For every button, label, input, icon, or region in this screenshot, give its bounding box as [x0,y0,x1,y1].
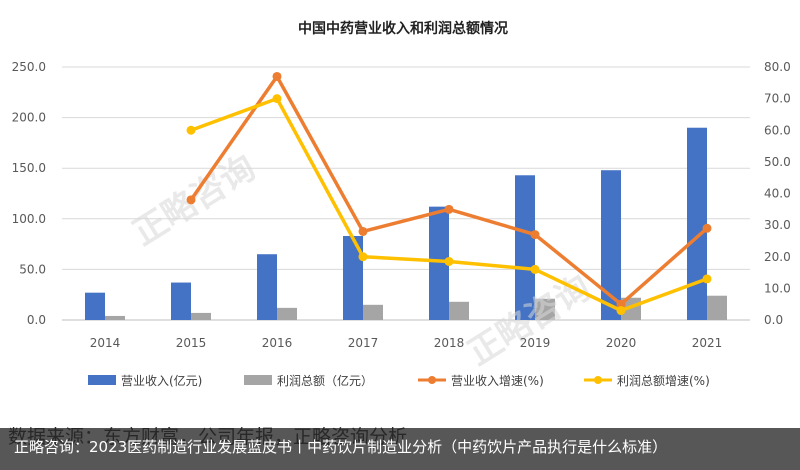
legend-marker [428,376,436,384]
legend-swatch [244,375,272,385]
line-point [616,306,626,316]
x-tick-label: 2017 [348,336,379,350]
right-tick-label: 30.0 [764,218,791,232]
line-point [616,299,626,309]
right-tick-label: 40.0 [764,187,791,201]
line-point [272,71,282,81]
line-point [444,204,454,214]
x-tick-label: 2015 [176,336,207,350]
line-series [186,71,712,316]
left-tick-label: 0.0 [27,313,46,327]
right-tick-label: 70.0 [764,92,791,106]
bar [191,312,211,320]
line-point [358,252,368,262]
bar [363,304,383,320]
x-tick-label: 2021 [692,336,723,350]
left-tick-label: 100.0 [12,212,46,226]
line-point [702,223,712,233]
legend-swatch [88,375,116,385]
legend-label: 利润总额增速(%) [617,374,710,388]
x-tick-label: 2019 [520,336,551,350]
legend-marker [594,376,602,384]
caption-bar [0,428,800,470]
x-tick-label: 2020 [606,336,637,350]
legend-label: 营业收入增速(%) [451,374,544,388]
x-tick-label: 2016 [262,336,293,350]
caption-text: 正略咨询：2023医药制造行业发展蓝皮书丨中药饮片制造业分析（中药饮片产品执行是… [14,438,668,456]
bar [535,298,555,320]
bar [277,307,297,320]
left-axis-ticks: 0.0 50.0 100.0 150.0 200.0 250.0 [12,60,46,327]
line-point [444,256,454,266]
right-tick-label: 60.0 [764,123,791,137]
bar [85,292,105,320]
legend-label: 利润总额（亿元） [277,373,373,388]
bar [343,236,363,320]
left-tick-label: 50.0 [19,262,46,276]
line-point [186,125,196,135]
right-tick-label: 50.0 [764,155,791,169]
bar [601,170,621,320]
line-point [530,230,540,240]
left-tick-label: 250.0 [12,60,46,74]
x-axis-ticks: 2014 2015 2016 2017 2018 2019 2020 2021 [90,336,723,350]
bar [515,175,535,320]
bar [257,254,277,320]
line-point [702,274,712,284]
legend: 营业收入(亿元) 利润总额（亿元） 营业收入增速(%) 利润总额增速(%) [88,373,710,388]
bar [171,282,191,320]
chart-title: 中国中药营业收入和利润总额情况 [298,20,508,37]
bar [429,206,449,320]
x-tick-label: 2018 [434,336,465,350]
right-tick-label: 20.0 [764,250,791,264]
bar [707,295,727,320]
right-tick-label: 10.0 [764,281,791,295]
bar-series [85,127,727,320]
bar [449,301,469,320]
legend-label: 营业收入(亿元) [121,373,202,388]
bar [687,127,707,320]
right-tick-label: 0.0 [764,313,783,327]
line-point [358,226,368,236]
x-tick-label: 2014 [90,336,121,350]
left-tick-label: 150.0 [12,161,46,175]
line-point [530,264,540,274]
line-point [186,195,196,205]
left-tick-label: 200.0 [12,111,46,125]
right-tick-label: 80.0 [764,60,791,74]
line-point [272,94,282,104]
right-axis-ticks: 0.0 10.0 20.0 30.0 40.0 50.0 60.0 70.0 80.0 [764,60,791,327]
bar [105,315,125,320]
